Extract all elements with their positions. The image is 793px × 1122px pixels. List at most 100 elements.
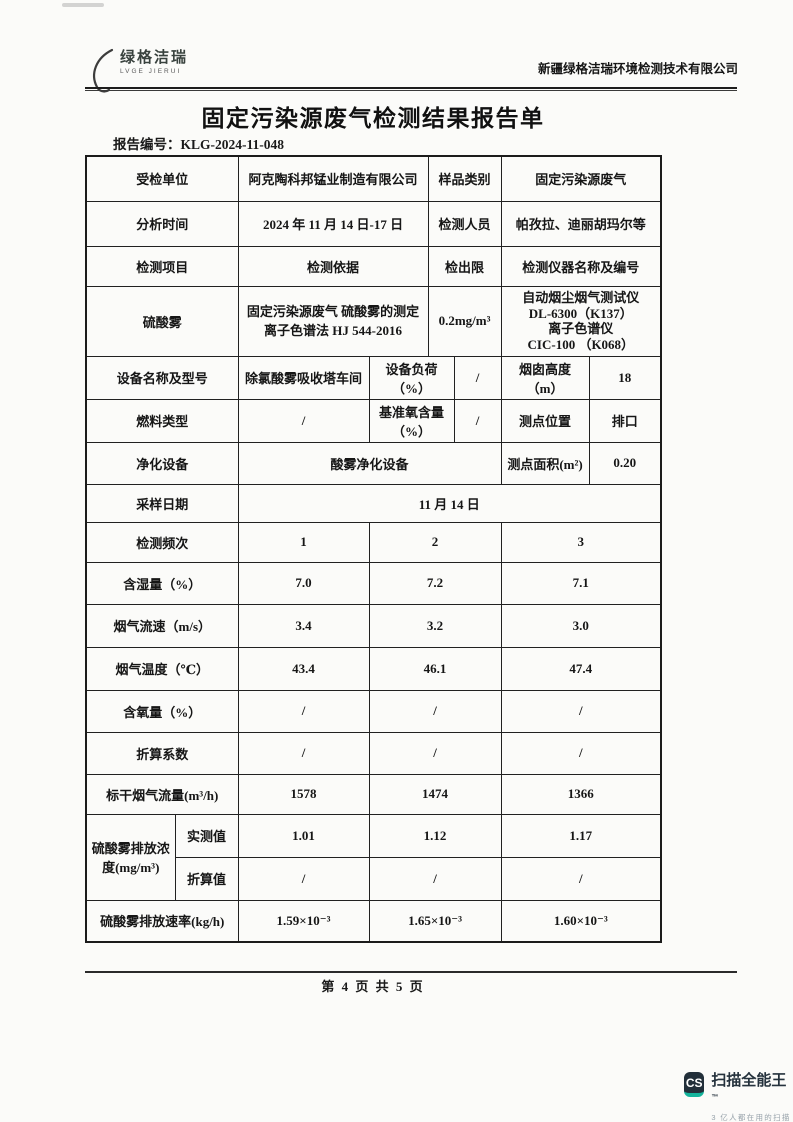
- table-row: 含氧量（%） / / /: [85, 689, 662, 733]
- label-flue-gas-temperature: 烟气温度（℃）: [85, 646, 239, 691]
- table-row: 燃料类型 / 基准氧含量（%） / 测点位置 排口: [85, 398, 662, 443]
- method-line: 固定污染源废气 硫酸雾的测定: [246, 304, 420, 319]
- value-cell: 3.2: [368, 603, 502, 648]
- table-row: 设备名称及型号 除氯酸雾吸收塔车间 设备负荷（%） / 烟囱高度（m） 18: [85, 355, 662, 400]
- frequency-2: 2: [368, 521, 502, 563]
- label-fuel-type: 燃料类型: [85, 398, 239, 443]
- value-cell: 7.0: [237, 561, 370, 605]
- value-detection-limit: 0.2mg/m³: [427, 285, 502, 357]
- logo-text: 绿格洁瑞: [120, 49, 189, 66]
- value-cell: 1.65×10⁻³: [368, 899, 502, 943]
- label-reference-oxygen: 基准氧含量（%）: [368, 398, 455, 443]
- value-cell: /: [368, 689, 502, 733]
- label-measure-point-position: 测点位置: [500, 398, 590, 443]
- header-detection-limit: 检出限: [427, 245, 502, 287]
- value-equipment-name: 除氯酸雾吸收塔车间: [237, 355, 370, 400]
- table-row: 受检单位 阿克陶科邦锰业制造有限公司 样品类别 固定污染源废气: [85, 155, 662, 202]
- header-test-item: 检测项目: [85, 245, 239, 287]
- label-measured-value: 实测值: [174, 813, 239, 858]
- value-test-basis: 固定污染源废气 硫酸雾的测定 离子色谱法 HJ 544-2016: [237, 285, 429, 357]
- label-moisture: 含湿量（%）: [85, 561, 239, 605]
- trademark-symbol: ™: [711, 1094, 719, 1101]
- camscanner-tagline: 3 亿人都在用的扫描 App: [711, 1113, 791, 1122]
- value-cell: /: [368, 856, 502, 901]
- label-dry-flue-gas-flow: 标干烟气流量(m³/h): [85, 773, 239, 815]
- header-divider: [85, 87, 737, 91]
- value-cell: /: [237, 689, 370, 733]
- page-number: 第 4 页 共 5 页: [321, 979, 425, 994]
- value-cell: 46.1: [368, 646, 502, 691]
- page-title: 固定污染源废气检测结果报告单: [201, 106, 545, 131]
- instrument-line: 离子色谱仪: [548, 321, 614, 336]
- label-flue-gas-velocity: 烟气流速（m/s）: [85, 603, 239, 648]
- camscanner-brand-line: 扫描全能王 ™: [711, 1072, 793, 1109]
- table-row: 分析时间 2024 年 11 月 14 日-17 日 检测人员 帕孜拉、迪丽胡玛…: [85, 200, 662, 247]
- header-test-basis: 检测依据: [237, 245, 429, 287]
- value-cell: 3.0: [500, 603, 662, 648]
- value-sample-type: 固定污染源废气: [500, 155, 662, 202]
- value-cell: 1.12: [368, 813, 502, 858]
- frequency-1: 1: [237, 521, 370, 563]
- camscanner-brand: 扫描全能王: [711, 1072, 787, 1089]
- value-cell: 1.59×10⁻³: [237, 899, 370, 943]
- label-purification-equipment: 净化设备: [85, 441, 239, 485]
- label-sampling-date: 采样日期: [85, 483, 239, 523]
- value-inspected-unit: 阿克陶科邦锰业制造有限公司: [237, 155, 429, 202]
- value-cell: /: [500, 731, 662, 775]
- table-row: 烟气温度（℃） 43.4 46.1 47.4: [85, 646, 662, 691]
- label-inspected-unit: 受检单位: [85, 155, 239, 202]
- value-cell: 7.2: [368, 561, 502, 605]
- value-cell: 3.4: [237, 603, 370, 648]
- table-row: 硫酸雾排放速率(kg/h) 1.59×10⁻³ 1.65×10⁻³ 1.60×1…: [85, 899, 662, 943]
- frequency-3: 3: [500, 521, 662, 563]
- label-inspectors: 检测人员: [427, 200, 502, 247]
- value-cell: /: [500, 689, 662, 733]
- instrument-line: DL-6300（K137）: [528, 305, 633, 321]
- value-cell: /: [500, 856, 662, 901]
- label-test-frequency: 检测频次: [85, 521, 239, 563]
- table-row: 净化设备 酸雾净化设备 测点面积(m²) 0.20: [85, 441, 662, 485]
- value-cell: 47.4: [500, 646, 662, 691]
- label-analysis-time: 分析时间: [85, 200, 239, 247]
- method-line: 离子色谱法 HJ 544-2016: [264, 323, 402, 338]
- value-cell: 43.4: [237, 646, 370, 691]
- report-table: 受检单位 阿克陶科邦锰业制造有限公司 样品类别 固定污染源废气 分析时间 202…: [85, 155, 663, 943]
- table-row: 检测项目 检测依据 检出限 检测仪器名称及编号: [85, 245, 662, 287]
- table-row: 检测频次 1 2 3: [85, 521, 662, 563]
- value-equipment-load: /: [453, 355, 502, 400]
- label-equipment-name: 设备名称及型号: [85, 355, 239, 400]
- footer-divider: [85, 971, 737, 973]
- table-row: 烟气流速（m/s） 3.4 3.2 3.0: [85, 603, 662, 648]
- table-row: 硫酸雾排放浓度(mg/m³) 实测值 1.01 1.12 1.17: [85, 813, 662, 901]
- logo-subtext: LVGE JIERUI: [120, 68, 182, 75]
- value-inspectors: 帕孜拉、迪丽胡玛尔等: [500, 200, 662, 247]
- scan-artifact: [62, 3, 104, 7]
- value-fuel-type: /: [237, 398, 370, 443]
- label-measure-point-area: 测点面积(m²): [500, 441, 590, 485]
- value-cell: 1578: [237, 773, 370, 815]
- camscanner-icon: CS: [684, 1072, 705, 1097]
- value-cell: /: [237, 731, 370, 775]
- report-number: 报告编号：KLG-2024-11-048: [113, 137, 284, 152]
- label-emission-rate: 硫酸雾排放速率(kg/h): [85, 899, 239, 943]
- value-instrument: 自动烟尘烟气测试仪 DL-6300（K137） 离子色谱仪 CIC-100 （K…: [500, 285, 662, 357]
- value-cell: 1474: [368, 773, 502, 815]
- value-cell: 7.1: [500, 561, 662, 605]
- value-cell: /: [368, 731, 502, 775]
- value-cell: 1366: [500, 773, 662, 815]
- table-row: 折算系数 / / /: [85, 731, 662, 775]
- label-oxygen-content: 含氧量（%）: [85, 689, 239, 733]
- value-measure-point-position: 排口: [588, 398, 662, 443]
- value-stack-height: 18: [588, 355, 662, 400]
- table-row: 硫酸雾 固定污染源废气 硫酸雾的测定 离子色谱法 HJ 544-2016 0.2…: [85, 285, 662, 357]
- value-sampling-date: 11 月 14 日: [237, 483, 662, 523]
- camscanner-watermark: CS 扫描全能王 ™ 3 亿人都在用的扫描 App: [684, 1072, 793, 1122]
- label-stack-height: 烟囱高度（m）: [500, 355, 590, 400]
- value-purification-equipment: 酸雾净化设备: [237, 441, 502, 485]
- label-sample-type: 样品类别: [427, 155, 502, 202]
- company-logo: 绿格洁瑞 LVGE JIERUI: [88, 46, 189, 93]
- value-cell: 1.17: [500, 813, 662, 858]
- value-analysis-time: 2024 年 11 月 14 日-17 日: [237, 200, 429, 247]
- table-row: 标干烟气流量(m³/h) 1578 1474 1366: [85, 773, 662, 815]
